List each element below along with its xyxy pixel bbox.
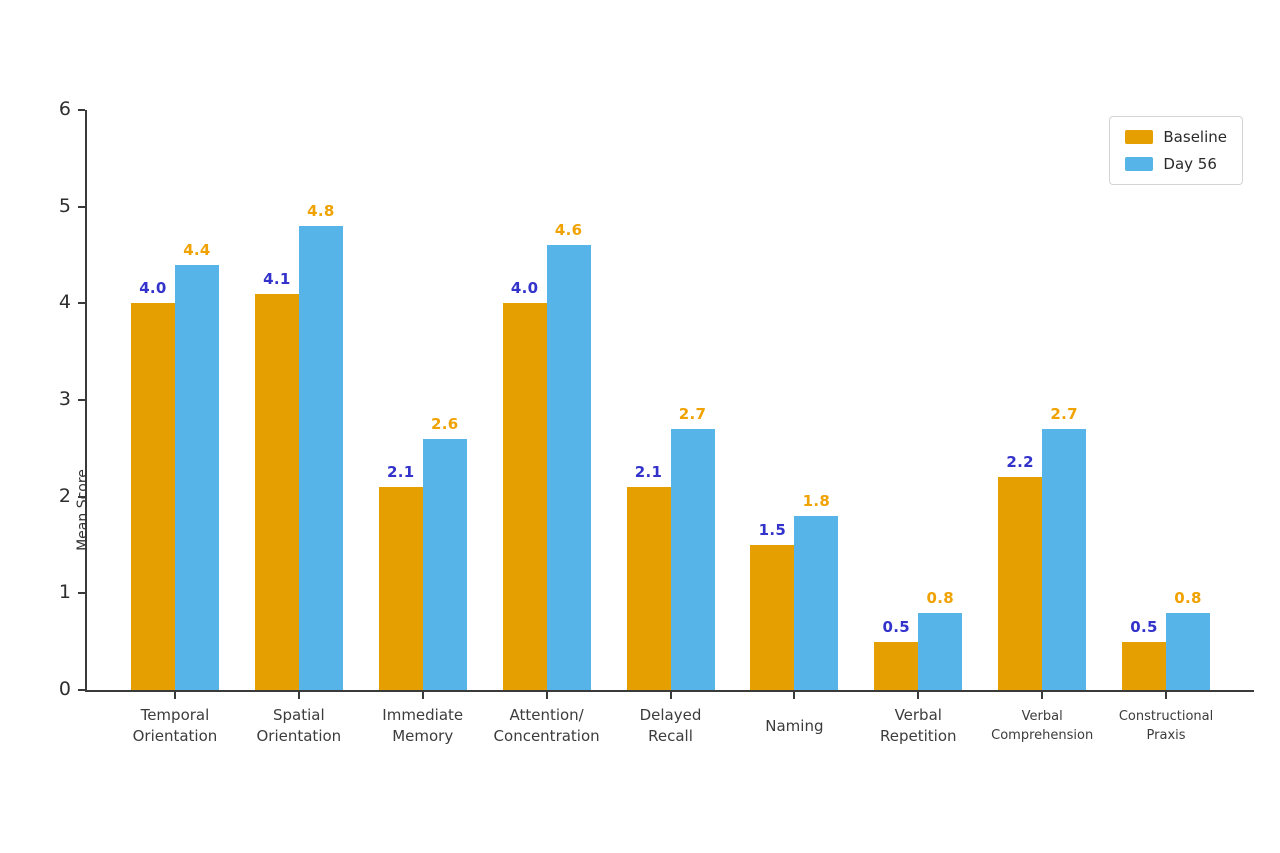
x-axis-category-label: Delayed Recall xyxy=(639,706,702,745)
x-axis-tick xyxy=(297,692,300,699)
y-axis-tick xyxy=(78,592,85,595)
x-axis-category-label: Temporal Orientation xyxy=(132,706,218,745)
x-axis-tick xyxy=(669,692,672,699)
bar-value-label: 4.1 xyxy=(263,269,291,288)
bar-day-56 xyxy=(546,245,591,690)
bar-value-label: 0.8 xyxy=(926,588,955,607)
legend-swatch-day56 xyxy=(1125,157,1154,171)
bar-value-label: 2.1 xyxy=(386,463,415,481)
bar-baseline xyxy=(378,487,423,690)
bar-baseline xyxy=(1122,641,1167,690)
bar-day-56 xyxy=(918,612,963,690)
bar-baseline xyxy=(998,477,1043,690)
bar-baseline xyxy=(130,303,175,690)
x-axis-tick xyxy=(545,692,548,699)
bar-value-label: 4.4 xyxy=(183,240,211,259)
legend-swatch-baseline xyxy=(1125,130,1154,144)
x-axis-category-label: Immediate Memory xyxy=(382,706,464,745)
y-axis-tick-label: 2 xyxy=(58,484,71,507)
x-axis-tick xyxy=(173,692,176,699)
y-axis-tick-label: 1 xyxy=(58,581,71,604)
bar-value-label: 1.5 xyxy=(758,521,787,539)
bar-day-56 xyxy=(422,438,467,690)
y-axis-tick xyxy=(78,109,85,111)
x-axis-tick xyxy=(1165,692,1168,699)
bar-value-label: 0.8 xyxy=(1174,588,1202,607)
bar-day-56 xyxy=(298,226,343,690)
plot-area: Mean Score 0 1 2 3 4 5 6 4.0 4.4 Temporal Orienta… xyxy=(59,100,1254,745)
y-axis-title: Mean Score xyxy=(75,469,91,551)
y-axis-tick xyxy=(78,689,85,691)
bar-value-label: 4.0 xyxy=(139,279,167,298)
y-axis-tick-label: 3 xyxy=(58,388,71,410)
bar-value-label: 2.1 xyxy=(634,463,663,481)
bar-day-56 xyxy=(1042,429,1087,690)
bar-day-56 xyxy=(1166,612,1211,690)
y-axis-tick-label: 0 xyxy=(58,678,71,700)
bar-value-label: 1.8 xyxy=(802,492,831,510)
x-axis-tick xyxy=(421,692,424,699)
x-axis-tick xyxy=(917,692,920,699)
bar-value-label: 2.7 xyxy=(678,405,707,423)
x-axis-category-label: Attention/ Concentration xyxy=(493,706,600,745)
legend-item-baseline: Baseline xyxy=(1125,128,1227,146)
y-axis-tick-label: 5 xyxy=(58,194,71,217)
bar-day-56 xyxy=(174,264,219,690)
bar-baseline xyxy=(626,487,671,690)
bar-value-label: 0.5 xyxy=(882,617,911,636)
bar-baseline xyxy=(750,545,795,690)
y-axis-tick xyxy=(78,399,85,401)
bar-day-56 xyxy=(794,516,839,690)
x-axis-category-label: Verbal Comprehension xyxy=(991,709,1094,743)
legend-label-baseline: Baseline xyxy=(1163,128,1227,146)
bar-value-label: 4.8 xyxy=(307,202,335,220)
bar-value-label: 4.6 xyxy=(554,221,583,240)
y-axis-tick-label: 4 xyxy=(58,291,71,314)
legend-item-day56: Day 56 xyxy=(1125,155,1227,173)
bar-value-label: 2.6 xyxy=(430,414,459,433)
y-axis-tick xyxy=(78,302,85,305)
y-axis-tick-label: 6 xyxy=(58,98,71,120)
x-axis-category-label: Naming xyxy=(765,716,824,735)
legend: Baseline Day 56 xyxy=(1109,116,1243,185)
bar-value-label: 2.2 xyxy=(1006,453,1034,472)
y-axis-tick xyxy=(78,495,85,498)
bar-value-label: 4.0 xyxy=(510,279,539,298)
legend-label-day56: Day 56 xyxy=(1163,155,1217,173)
bar-baseline xyxy=(874,641,919,690)
x-axis-category-label: Spatial Orientation xyxy=(256,706,342,745)
x-axis-category-label: Verbal Repetition xyxy=(880,706,957,745)
bar-baseline xyxy=(254,293,299,690)
x-axis-tick xyxy=(793,692,796,699)
y-axis-tick xyxy=(78,205,85,208)
bar-value-label: 2.7 xyxy=(1050,405,1078,423)
bar-baseline xyxy=(502,303,547,690)
bar-day-56 xyxy=(670,429,715,690)
bar-value-label: 0.5 xyxy=(1130,617,1158,636)
x-axis-category-label: Constructional Praxis xyxy=(1118,709,1214,743)
x-axis-tick xyxy=(1041,692,1044,699)
